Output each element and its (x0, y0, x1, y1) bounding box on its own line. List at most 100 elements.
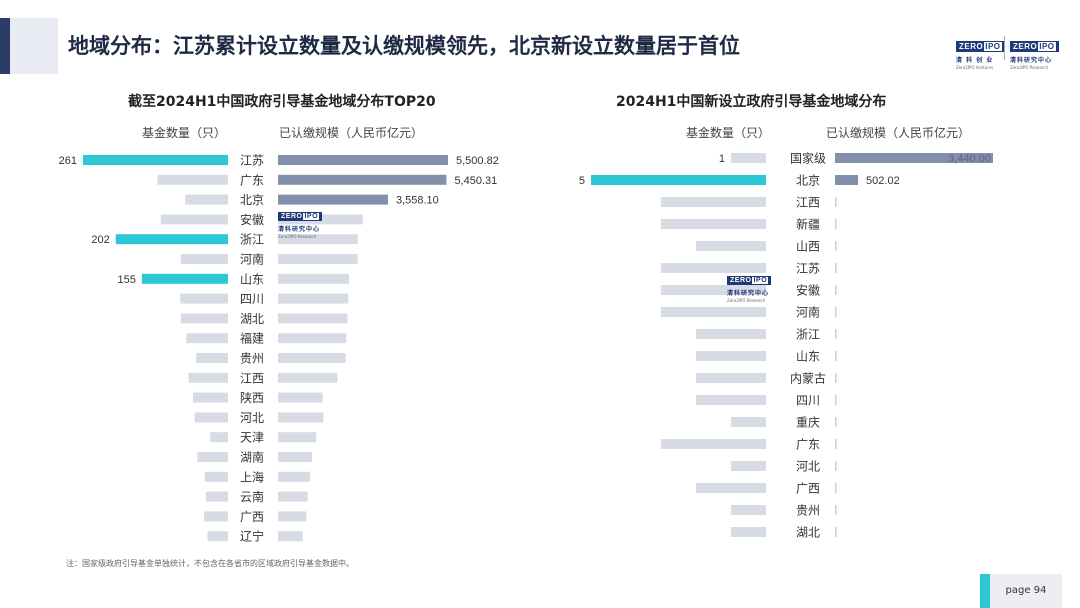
amount-bar-0-14 (278, 432, 317, 443)
category-label-1-17: 湖北 (796, 525, 820, 540)
category-label-0-2: 北京 (240, 193, 264, 207)
count-bar-1-0 (731, 153, 766, 163)
category-label-0-13: 河北 (240, 411, 264, 425)
count-bar-0-18 (204, 511, 228, 522)
count-bar-1-2 (661, 197, 766, 207)
category-label-1-5: 江苏 (796, 262, 820, 276)
amount-bar-0-12 (278, 392, 323, 403)
count-bar-0-2 (185, 194, 228, 205)
watermark-logo-right: ZERO IPO 清科研究中心 Zero2IPO Research (727, 276, 772, 303)
amount-bar-0-11 (278, 372, 338, 383)
count-bar-0-15 (197, 452, 228, 462)
category-label-0-17: 云南 (240, 489, 264, 504)
count-bar-1-16 (731, 505, 766, 515)
category-label-0-8: 湖北 (240, 311, 264, 326)
amount-bar-1-10 (835, 373, 837, 383)
count-label-1-0: 1 (719, 153, 725, 165)
count-bar-1-12 (731, 417, 766, 427)
count-label-0-4: 202 (91, 234, 109, 246)
count-bar-0-6 (141, 273, 228, 284)
amount-bar-1-15 (835, 483, 837, 493)
count-bar-1-1 (591, 175, 766, 185)
amount-bar-1-8 (835, 329, 837, 339)
amount-bar-0-8 (278, 313, 348, 324)
amount-bar-0-16 (278, 471, 311, 482)
category-label-0-18: 广西 (240, 510, 264, 524)
category-label-0-16: 上海 (240, 469, 264, 484)
category-label-0-1: 广东 (240, 173, 264, 187)
category-label-1-15: 广西 (796, 482, 820, 496)
category-label-0-5: 河南 (240, 252, 264, 267)
count-bar-1-11 (696, 395, 766, 405)
right-amount-label: 已认缴规模（人民币亿元） (826, 126, 971, 140)
amount-bar-1-7 (835, 307, 837, 317)
amount-bar-0-9 (278, 333, 347, 344)
category-label-1-12: 重庆 (796, 416, 820, 430)
category-label-0-10: 贵州 (240, 352, 264, 366)
amount-bar-0-18 (278, 511, 307, 522)
amount-bar-0-10 (278, 353, 346, 363)
category-label-0-3: 安徽 (240, 212, 264, 227)
category-label-0-15: 湖南 (240, 450, 264, 465)
count-label-0-0: 261 (59, 155, 77, 167)
amount-bar-0-6 (278, 273, 350, 284)
count-bar-0-19 (207, 531, 228, 542)
count-bar-0-12 (193, 392, 228, 403)
count-bar-1-10 (696, 373, 766, 383)
count-bar-1-3 (661, 219, 766, 229)
amount-bar-1-11 (835, 395, 837, 405)
category-label-0-14: 天津 (240, 431, 264, 445)
category-label-1-3: 新疆 (796, 217, 820, 232)
count-bar-1-4 (696, 241, 766, 251)
left-chart-title: 截至2024H1中国政府引导基金地域分布TOP20 (128, 94, 436, 110)
amount-bar-0-4 (278, 234, 358, 245)
watermark-logo-left: ZERO IPO 清科研究中心 Zero2IPO Research (278, 212, 323, 239)
category-label-1-16: 贵州 (796, 504, 820, 518)
left-amount-label: 已认缴规模（人民币亿元） (279, 126, 424, 140)
amount-label-1-1: 502.02 (866, 175, 900, 187)
category-label-0-7: 四川 (240, 292, 264, 306)
amount-bar-0-19 (278, 531, 303, 542)
amount-bar-1-0 (835, 153, 993, 163)
count-bar-0-8 (180, 313, 228, 324)
header-accent-bar (0, 18, 10, 74)
amount-bar-0-1 (278, 174, 447, 185)
count-bar-1-6 (661, 285, 766, 295)
count-bar-0-17 (205, 491, 228, 502)
category-label-1-2: 江西 (796, 196, 820, 210)
amount-label-0-1: 5,450.31 (454, 175, 497, 187)
page-number: page 94 (990, 574, 1062, 608)
right-chart-title: 2024H1中国新设立政府引导基金地域分布 (616, 94, 887, 110)
amount-bar-0-17 (278, 491, 308, 502)
count-bar-0-1 (157, 174, 228, 185)
category-label-1-9: 山东 (796, 350, 820, 364)
count-label-0-6: 155 (118, 274, 136, 286)
amount-bar-1-17 (835, 527, 837, 537)
page-accent-bar (980, 574, 990, 608)
count-bar-1-5 (661, 263, 766, 273)
category-label-1-10: 内蒙古 (790, 371, 826, 386)
amount-bar-1-1 (835, 175, 859, 185)
amount-bar-1-9 (835, 351, 837, 361)
count-bar-0-5 (180, 254, 228, 264)
category-label-1-0: 国家级 (790, 151, 826, 166)
count-label-1-1: 5 (579, 175, 585, 187)
count-bar-0-3 (160, 214, 228, 225)
amount-bar-1-16 (835, 505, 837, 515)
zero2ipo-ventures-logo: ZERO IPO 清 科 创 业 Zero2IPO Ventures (956, 34, 1005, 70)
category-label-0-9: 福建 (240, 331, 264, 346)
page-title: 地域分布：江苏累计设立数量及认缴规模领先，北京新设立数量居于首位 (68, 34, 740, 58)
category-label-0-11: 江西 (240, 371, 264, 385)
category-label-1-4: 山西 (796, 240, 820, 254)
count-bar-1-8 (696, 329, 766, 339)
count-bar-0-10 (196, 353, 228, 363)
category-label-1-8: 浙江 (796, 328, 820, 342)
category-label-0-12: 陕西 (240, 390, 264, 405)
zero2ipo-research-logo: ZERO IPO 清科研究中心 Zero2IPO Research (1010, 34, 1059, 70)
amount-bar-0-13 (278, 412, 324, 423)
amount-bar-1-4 (835, 241, 837, 251)
category-label-1-7: 河南 (796, 305, 820, 320)
count-bar-1-7 (661, 307, 766, 317)
amount-bar-1-14 (835, 461, 837, 471)
count-bar-0-14 (210, 432, 228, 443)
